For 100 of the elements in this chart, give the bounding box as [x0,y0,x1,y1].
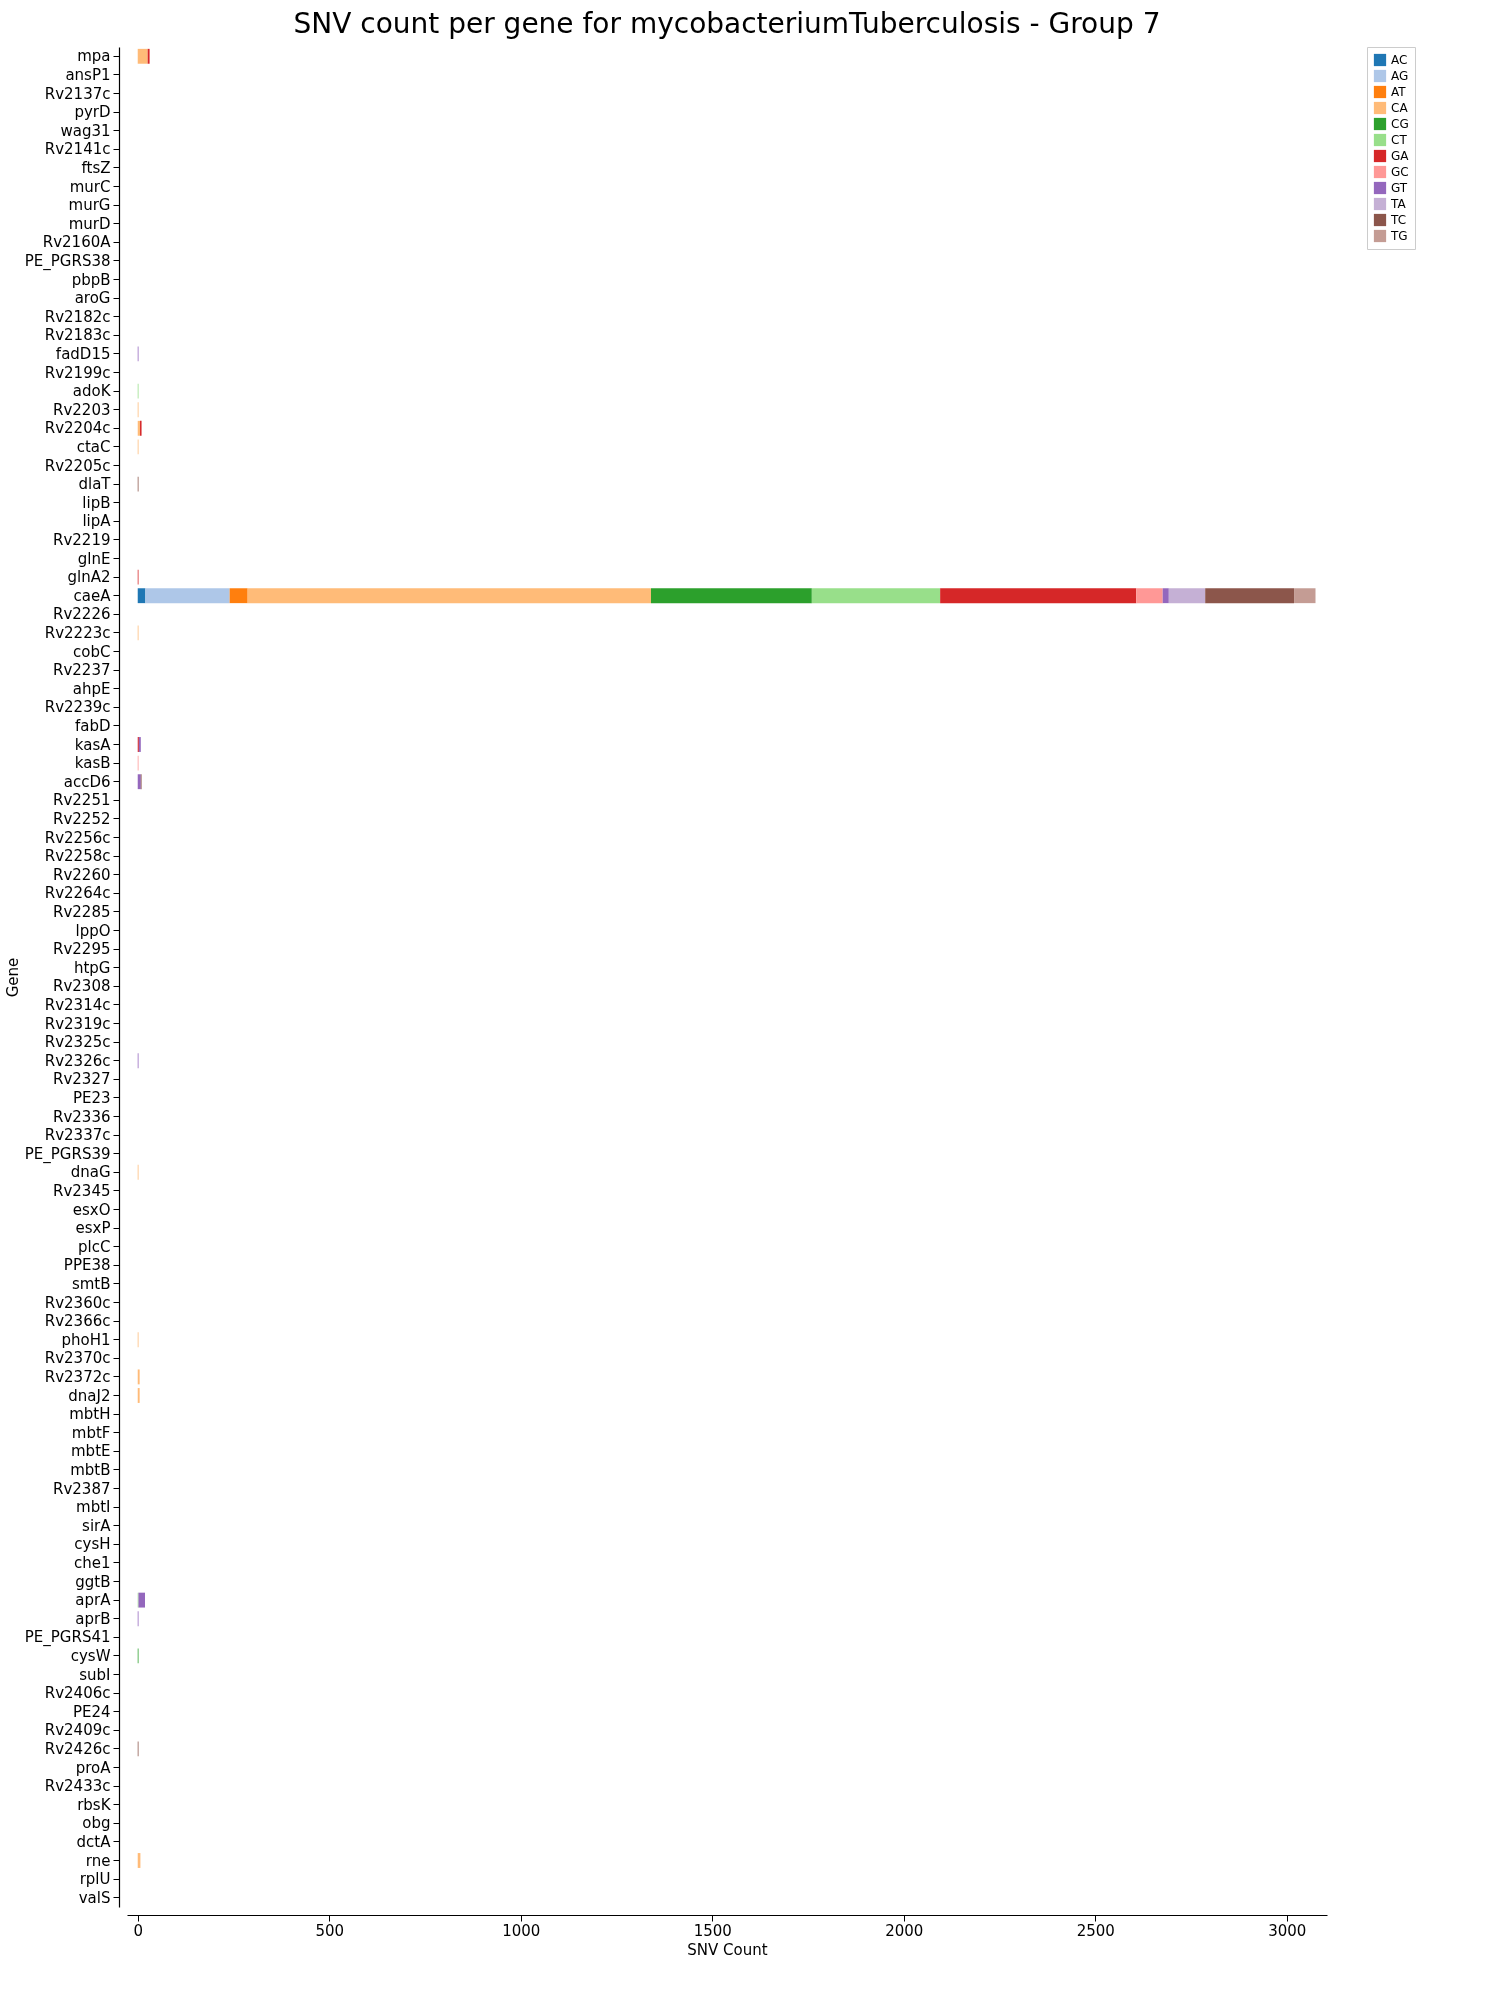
y-tick-label: Rv2409c [44,1721,111,1740]
y-tick-label: glnA2 [67,568,111,587]
y-axis-title: Gene [3,957,22,998]
y-tick-label: Rv2406c [44,1684,111,1703]
y-tick-label: glnE [77,549,111,568]
y-tick-label: sirA [82,1516,112,1535]
y-tick-label: PE_PGRS41 [24,1628,111,1648]
y-tick-label: Rv2260 [53,865,111,884]
y-tick-label: Rv2204c [44,419,111,438]
y-tick-label: Rv2251 [53,791,111,810]
y-tick-label: che1 [73,1553,111,1572]
y-tick-label: aroG [74,289,111,308]
x-tick-label: 2000 [885,1921,924,1940]
y-tick-label: Rv2256c [44,828,111,847]
y-tick-label: Rv2252 [53,809,111,828]
legend-label: AG [1391,69,1409,83]
y-tick-label: Rv2336 [53,1107,111,1126]
y-tick-label: Rv2203 [53,400,111,419]
y-tick-label: htpG [73,958,111,977]
x-tick-label: 1500 [693,1921,732,1940]
y-tick-label: pbpB [71,270,111,289]
x-tick-label: 0 [133,1921,143,1940]
legend-label: CT [1391,133,1408,147]
y-tick-label: Rv2325c [44,1033,111,1052]
y-tick-label: Rv2370c [44,1349,111,1368]
y-tick-label: Rv2327 [53,1070,111,1089]
y-tick-label: Rv2205c [44,456,111,475]
y-tick-label: dctA [76,1832,112,1851]
chart-title: SNV count per gene for mycobacteriumTuberculosis - Group 7 [293,6,1161,40]
y-tick-label: lipB [82,493,111,512]
y-tick-label: aprB [75,1609,111,1628]
y-tick-label: aprA [75,1591,112,1610]
y-tick-label: Rv2219 [53,530,111,549]
y-tick-label: mbtB [70,1460,111,1479]
y-tick-label: Rv2360c [44,1293,111,1312]
y-tick-label: valS [78,1888,111,1907]
y-tick-label: PE23 [72,1088,111,1107]
y-tick-label: caeA [73,586,112,605]
y-tick-label: lipA [82,512,112,531]
y-tick-label: murD [68,214,111,233]
y-tick-label: kasB [74,754,111,773]
y-tick-label: rplU [79,1870,111,1889]
y-tick-label: smtB [71,1274,111,1293]
y-tick-label: Rv2295 [53,940,111,959]
y-tick-label: Rv2345 [53,1181,111,1200]
y-tick-label: Rv2182c [44,307,111,326]
y-tick-label: dnaG [70,1163,111,1182]
y-tick-label: subI [79,1665,111,1684]
y-tick-label: accD6 [63,772,111,791]
y-tick-label: kasA [74,735,112,754]
y-tick-label: Rv2372c [44,1367,111,1386]
y-tick-label: PE_PGRS39 [24,1144,111,1164]
y-tick-label: PE24 [72,1702,111,1721]
x-tick-label: 500 [315,1921,345,1940]
y-tick-label: Rv2366c [44,1312,111,1331]
x-axis-title: SNV Count [687,1940,768,1959]
y-tick-label: Rv2223c [44,623,111,642]
y-tick-label: ansP1 [65,65,111,84]
y-tick-label: cysW [70,1646,111,1665]
y-tick-label: obg [82,1814,111,1833]
y-tick-label: ggtB [75,1572,111,1591]
y-tick-label: dlaT [78,475,112,494]
y-tick-label: Rv2137c [44,84,111,103]
legend-label: TA [1390,197,1407,211]
legend-label: CA [1391,101,1409,115]
y-tick-label: ahpE [72,679,111,698]
y-tick-label: Rv2258c [44,847,111,866]
y-tick-label: fadD15 [55,344,111,363]
legend-label: GT [1391,181,1408,195]
legend-label: AC [1391,53,1408,67]
y-tick-label: mbtH [69,1405,111,1424]
y-tick-label: mbtE [71,1442,111,1461]
y-tick-label: phoH1 [61,1330,111,1349]
y-tick-label: Rv2314c [44,995,111,1014]
y-tick-label: Rv2308 [53,977,111,996]
y-tick-label: Rv2433c [44,1777,111,1796]
y-tick-label: ctaC [76,437,111,456]
legend-label: TC [1390,213,1407,227]
y-tick-label: murG [68,196,111,215]
y-tick-label: fabD [74,716,111,735]
x-tick-label: 2500 [1076,1921,1115,1940]
y-tick-label: Rv2285 [53,902,111,921]
y-tick-label: rbsK [77,1795,112,1814]
y-tick-label: Rv2319c [44,1014,111,1033]
legend-label: TG [1390,229,1408,243]
y-tick-label: Rv2387 [53,1479,111,1498]
y-tick-label: Rv2264c [44,884,111,903]
y-tick-label: Rv2239c [44,698,111,717]
y-tick-label: Rv2237 [53,661,111,680]
y-tick-label: lppO [75,921,111,940]
y-tick-label: proA [75,1758,112,1777]
y-tick-label: esxO [72,1200,111,1219]
y-tick-label: Rv2183c [44,326,111,345]
y-tick-label: Rv2326c [44,1051,111,1070]
x-tick-label: 3000 [1268,1921,1307,1940]
y-tick-label: PPE38 [63,1256,111,1275]
legend-label: GC [1391,165,1409,179]
y-tick-label: Rv2337c [44,1126,111,1145]
y-tick-label: ftsZ [81,158,111,177]
y-tick-label: Rv2160A [42,233,112,252]
